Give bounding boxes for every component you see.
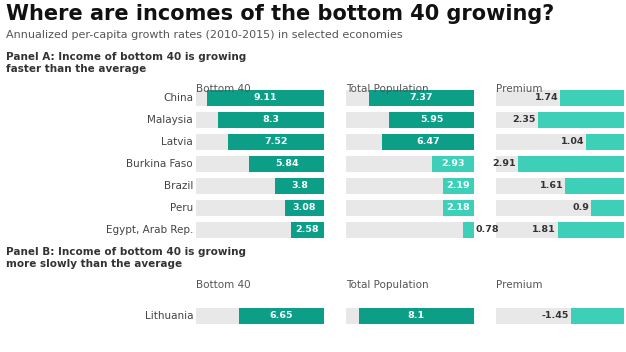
Bar xyxy=(196,308,324,324)
Text: 7.52: 7.52 xyxy=(264,138,287,146)
Bar xyxy=(196,156,324,172)
Text: 2.18: 2.18 xyxy=(446,203,470,213)
Bar xyxy=(496,308,624,324)
Text: 1.81: 1.81 xyxy=(532,226,556,234)
Bar xyxy=(382,134,474,150)
Text: Panel B: Income of bottom 40 is growing
more slowly than the average: Panel B: Income of bottom 40 is growing … xyxy=(6,247,246,269)
Bar xyxy=(346,308,474,324)
Bar xyxy=(359,308,474,324)
Bar xyxy=(558,222,624,238)
Bar xyxy=(496,156,624,172)
Text: 2.58: 2.58 xyxy=(295,226,319,234)
Bar xyxy=(560,90,624,106)
Text: Total Population: Total Population xyxy=(346,280,429,290)
Text: 6.65: 6.65 xyxy=(270,312,293,321)
Text: Bottom 40: Bottom 40 xyxy=(196,84,250,94)
Bar xyxy=(496,112,624,128)
Bar xyxy=(496,90,624,106)
Bar xyxy=(369,90,474,106)
Text: Bottom 40: Bottom 40 xyxy=(196,280,250,290)
Text: 1.04: 1.04 xyxy=(560,138,584,146)
Text: Brazil: Brazil xyxy=(163,181,193,191)
Bar xyxy=(346,134,474,150)
Bar xyxy=(291,222,324,238)
Text: Total Population: Total Population xyxy=(346,84,429,94)
Text: 2.91: 2.91 xyxy=(492,159,516,169)
Text: Lithuania: Lithuania xyxy=(145,311,193,321)
Text: Peru: Peru xyxy=(170,203,193,213)
Text: 5.95: 5.95 xyxy=(420,115,443,125)
Bar xyxy=(389,112,474,128)
Text: Egypt, Arab Rep.: Egypt, Arab Rep. xyxy=(106,225,193,235)
Text: 2.35: 2.35 xyxy=(513,115,536,125)
Text: Premium: Premium xyxy=(496,84,543,94)
Text: Panel A: Income of bottom 40 is growing
faster than the average: Panel A: Income of bottom 40 is growing … xyxy=(6,52,246,74)
Bar xyxy=(463,222,474,238)
Text: Premium: Premium xyxy=(496,280,543,290)
Text: -1.45: -1.45 xyxy=(541,312,569,321)
Bar xyxy=(275,178,324,194)
Bar xyxy=(218,112,324,128)
Text: 8.1: 8.1 xyxy=(408,312,425,321)
Bar xyxy=(496,178,624,194)
Text: 1.61: 1.61 xyxy=(540,182,563,190)
Bar xyxy=(496,200,624,216)
Bar xyxy=(196,200,324,216)
Bar xyxy=(346,200,474,216)
Bar xyxy=(285,200,324,216)
Text: Latvia: Latvia xyxy=(162,137,193,147)
Bar xyxy=(496,134,624,150)
Bar xyxy=(443,178,474,194)
Bar xyxy=(571,308,624,324)
Text: 2.19: 2.19 xyxy=(446,182,470,190)
Text: Malaysia: Malaysia xyxy=(147,115,193,125)
Bar xyxy=(518,156,624,172)
Text: Where are incomes of the bottom 40 growing?: Where are incomes of the bottom 40 growi… xyxy=(6,4,554,24)
Text: 9.11: 9.11 xyxy=(254,94,277,102)
Bar xyxy=(433,156,474,172)
Bar xyxy=(346,222,474,238)
Bar xyxy=(346,178,474,194)
Text: Burkina Faso: Burkina Faso xyxy=(126,159,193,169)
Text: China: China xyxy=(163,93,193,103)
Bar xyxy=(207,90,324,106)
Bar xyxy=(196,90,324,106)
Text: 0.9: 0.9 xyxy=(572,203,589,213)
Text: 0.78: 0.78 xyxy=(476,226,500,234)
Bar xyxy=(586,134,624,150)
Bar xyxy=(196,112,324,128)
Bar xyxy=(443,200,474,216)
Text: Annualized per-capita growth rates (2010-2015) in selected economies: Annualized per-capita growth rates (2010… xyxy=(6,30,403,40)
Bar xyxy=(538,112,624,128)
Bar xyxy=(346,112,474,128)
Text: 3.08: 3.08 xyxy=(292,203,316,213)
Text: 5.84: 5.84 xyxy=(275,159,299,169)
Bar xyxy=(196,134,324,150)
Bar xyxy=(239,308,324,324)
Text: 2.93: 2.93 xyxy=(441,159,465,169)
Bar xyxy=(346,90,474,106)
Bar xyxy=(496,222,624,238)
Text: 8.3: 8.3 xyxy=(262,115,279,125)
Bar xyxy=(228,134,324,150)
Bar xyxy=(249,156,324,172)
Bar xyxy=(196,178,324,194)
Text: 7.37: 7.37 xyxy=(410,94,433,102)
Bar xyxy=(565,178,624,194)
Bar xyxy=(346,156,474,172)
Bar xyxy=(591,200,624,216)
Bar xyxy=(196,222,324,238)
Text: 6.47: 6.47 xyxy=(416,138,440,146)
Text: 3.8: 3.8 xyxy=(291,182,308,190)
Text: 1.74: 1.74 xyxy=(535,94,558,102)
